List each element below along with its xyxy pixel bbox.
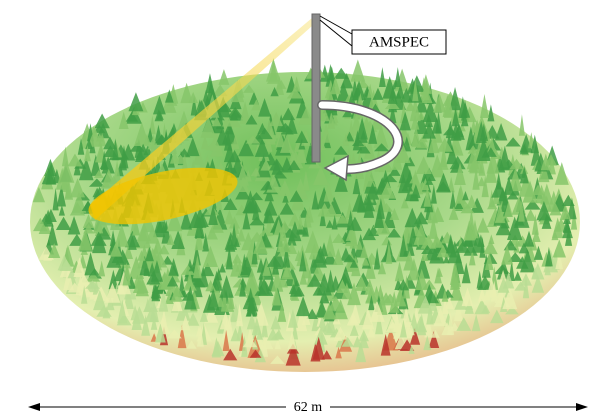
- tower: [312, 14, 320, 162]
- canopy-diagram: AMSPEC 62 m: [0, 0, 596, 419]
- tree-crown: [519, 114, 525, 135]
- page: AMSPEC 62 m (() => { const data = JSON.p…: [0, 0, 596, 419]
- label-leader: [320, 16, 352, 34]
- tree-crown: [350, 60, 365, 82]
- label-leader: [320, 20, 352, 46]
- tree-crown: [379, 67, 386, 87]
- scale-arrow-left: [28, 403, 40, 411]
- tree-crown: [480, 94, 489, 118]
- instrument-label: AMSPEC: [369, 34, 429, 50]
- scale-arrow-right: [576, 403, 588, 411]
- scale-label: 62 m: [294, 400, 323, 415]
- tree-crown: [219, 69, 230, 85]
